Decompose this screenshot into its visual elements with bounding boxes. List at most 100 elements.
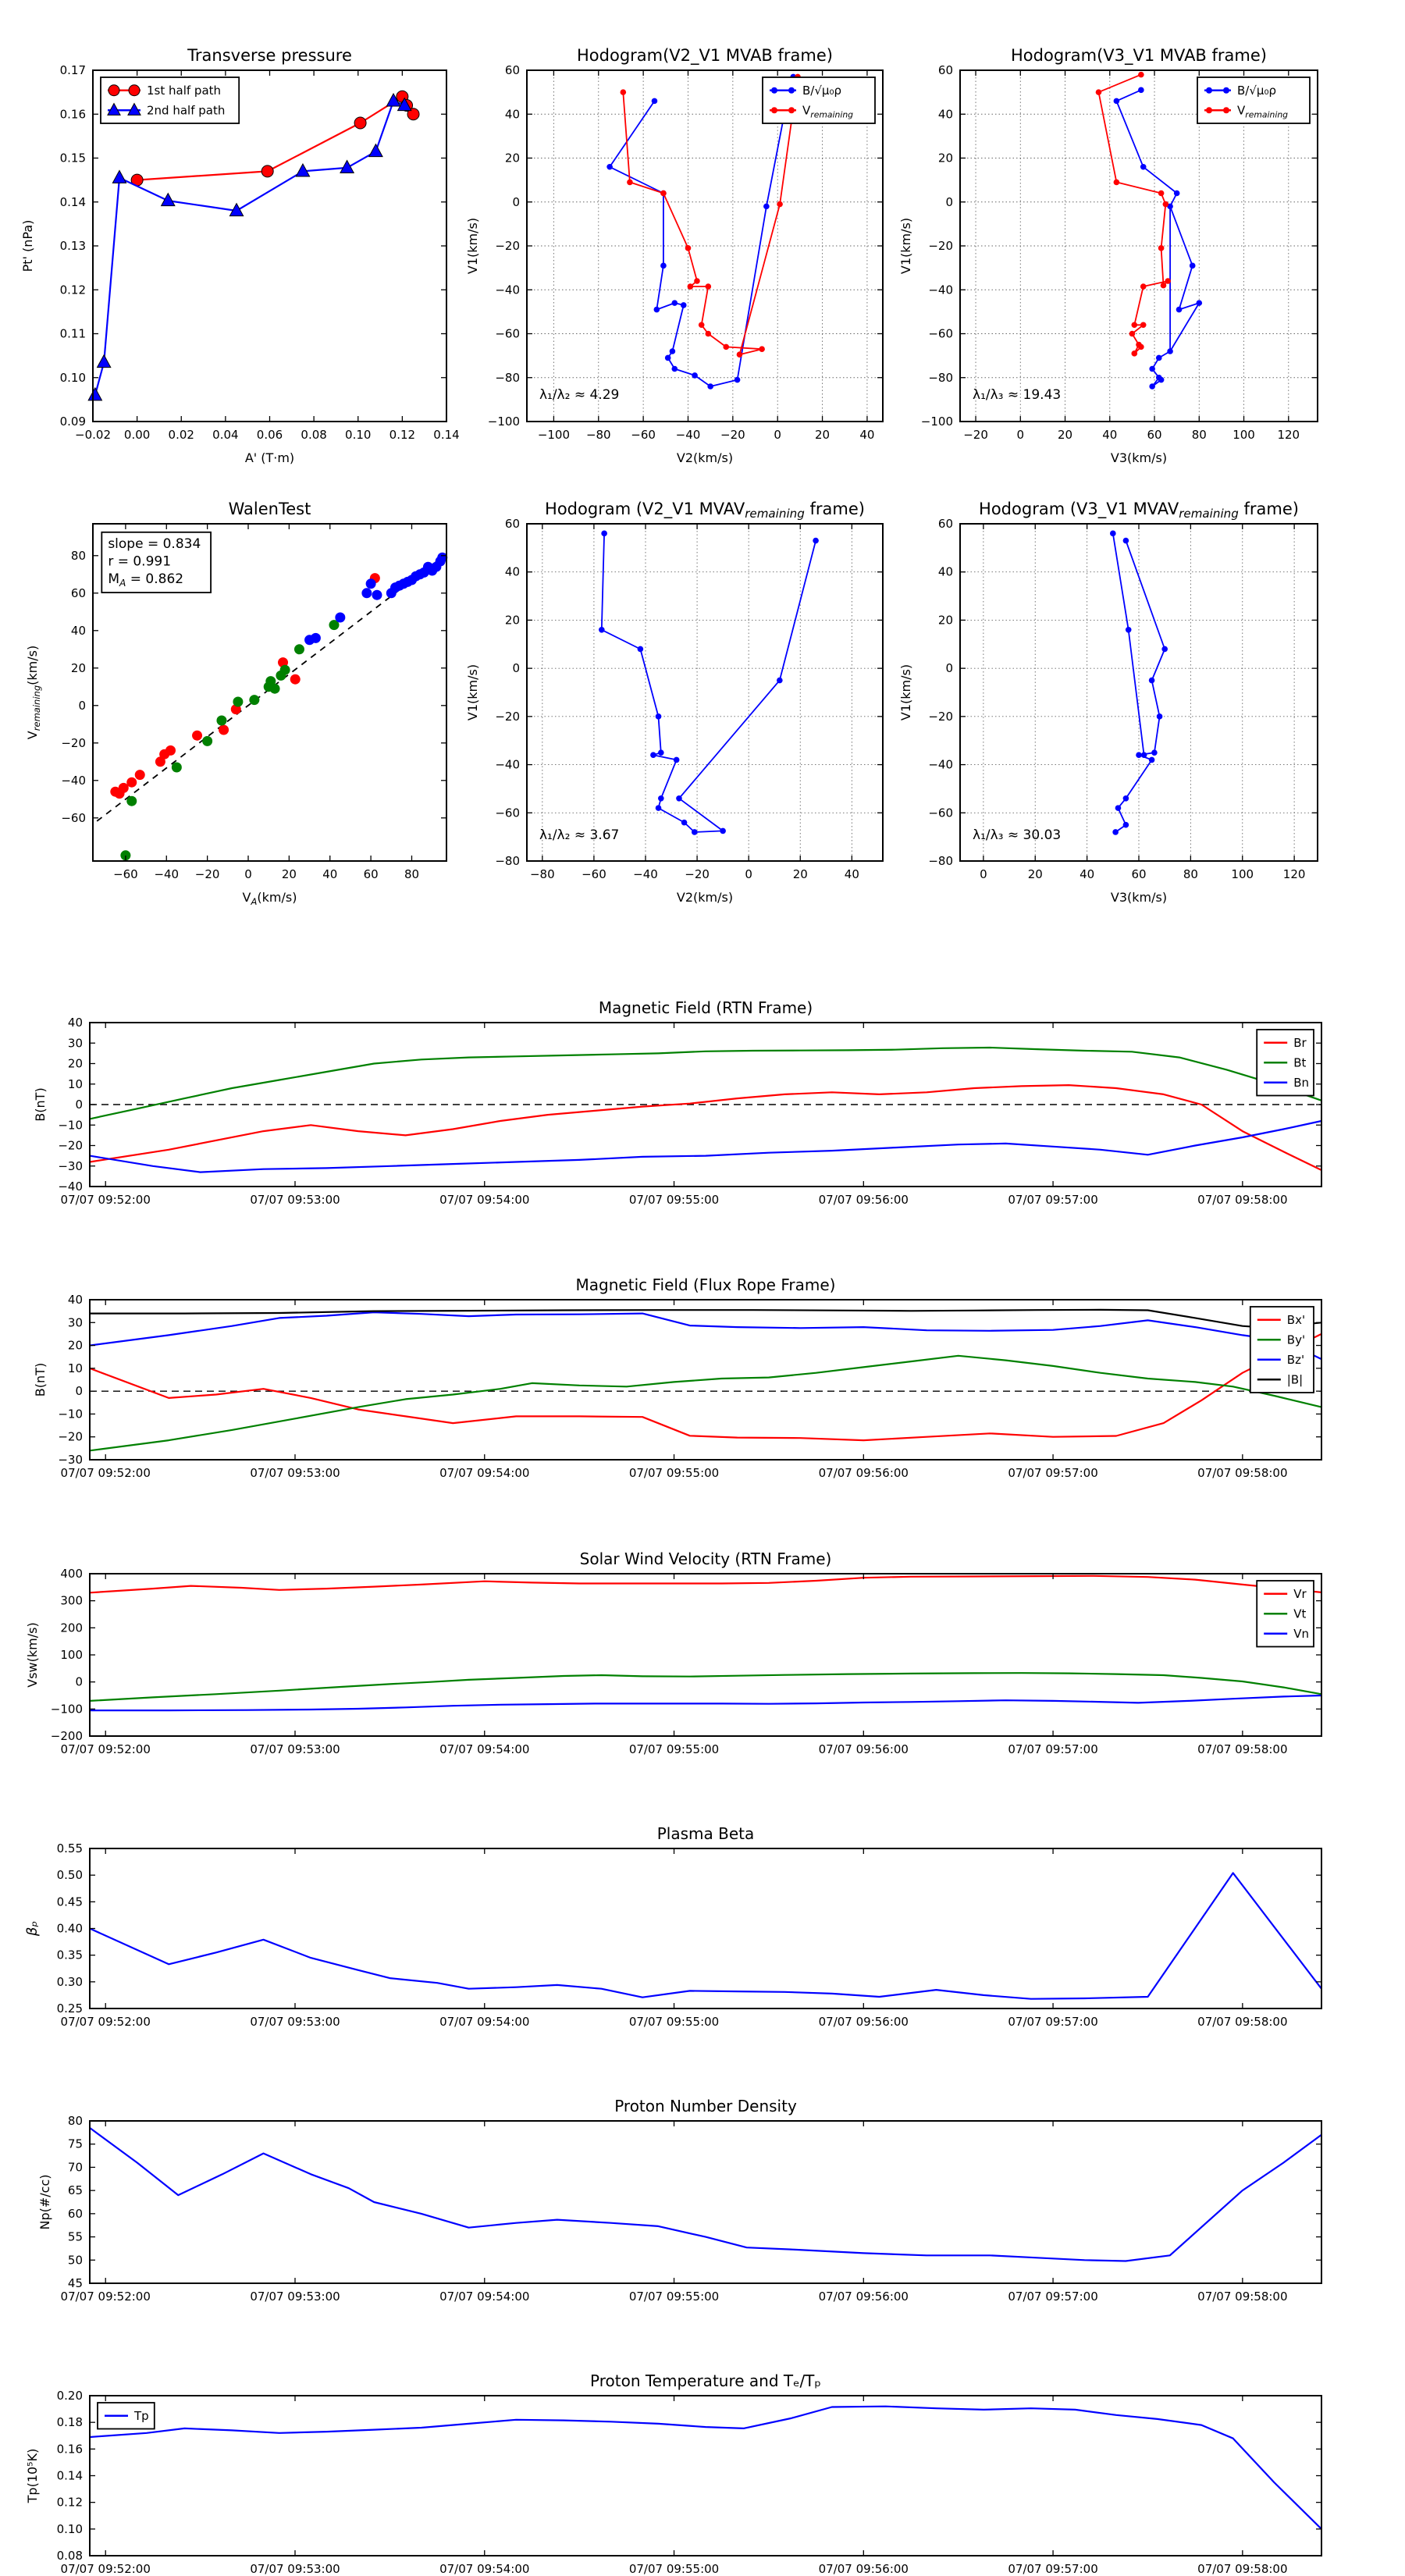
- legend-label: Br: [1293, 1036, 1307, 1050]
- y-tick-label: 0.18: [57, 2415, 83, 2429]
- annotation: λ₁/λ₃ ≈ 19.43: [973, 387, 1061, 403]
- svg-text:slope = 0.834: slope = 0.834: [108, 536, 201, 552]
- y-tick-label: 0.14: [60, 195, 86, 209]
- x-tick-label: 07/07 09:53:00: [250, 1193, 340, 1207]
- x-tick-label: 0: [774, 428, 781, 442]
- y-tick-label: 0: [78, 699, 86, 713]
- svg-text:MA = 0.862: MA = 0.862: [108, 571, 183, 589]
- legend-label: Vr: [1293, 1587, 1307, 1601]
- annotation: λ₁/λ₃ ≈ 30.03: [973, 827, 1061, 843]
- y-tick-label: 30: [68, 1315, 83, 1329]
- series-scatter-red: [110, 573, 380, 799]
- grid: [960, 523, 1318, 862]
- chart-proton-number-density: 07/07 09:52:00 07/07 09:53:00 07/07 09:54:…: [37, 2097, 1322, 2304]
- y-tick-label: 75: [68, 2137, 83, 2151]
- y-tick-label: 0.09: [60, 415, 86, 429]
- y-tick-label: 0.50: [57, 1868, 83, 1882]
- chart-title: Hodogram(V3_V1 MVAB frame): [1011, 46, 1267, 66]
- x-tick-label: 07/07 09:54:00: [439, 2015, 529, 2029]
- y-tick-label: 60: [68, 2207, 83, 2221]
- y-axis-label: Tp(10⁵K): [25, 2449, 40, 2504]
- y-tick-label: 0.12: [60, 283, 86, 297]
- chart-hodogram-v2v1-mvav: −80 −60 −40 −20 0 20 40 −80 −60 −40 −20 0 20 40 60 Hodo…: [465, 500, 884, 905]
- y-tick-label: 10: [68, 1361, 83, 1375]
- y-tick-label: 40: [938, 107, 953, 121]
- x-tick-label: 07/07 09:55:00: [629, 1742, 719, 1756]
- y-tick-label: 0: [512, 661, 520, 675]
- y-tick-label: 0.35: [57, 1948, 83, 1962]
- svg-text:λ₁/λ₂ ≈ 3.67: λ₁/λ₂ ≈ 3.67: [539, 827, 619, 843]
- x-tick-label: −20: [685, 867, 710, 881]
- x-tick-label: 60: [1131, 867, 1146, 881]
- series-V-hodogram: [599, 530, 819, 835]
- x-axis-label: V2(km/s): [677, 890, 733, 905]
- x-tick-label: 0: [745, 867, 752, 881]
- y-tick-label: −80: [928, 371, 953, 385]
- x-tick-label: −80: [530, 867, 555, 881]
- y-axis-label: V1(km/s): [898, 664, 913, 720]
- y-tick-label: −60: [928, 806, 953, 820]
- x-tick-label: −0.02: [75, 428, 111, 442]
- y-tick-label: −200: [51, 1729, 83, 1743]
- x-tick-label: 07/07 09:57:00: [1008, 2290, 1097, 2304]
- series-scatter-green: [120, 620, 340, 861]
- series-By-prime: [89, 1354, 1322, 1452]
- chart-title: Transverse pressure: [187, 46, 352, 65]
- legend-label: B/√μ₀ρ: [802, 84, 841, 98]
- legend-label: Bz': [1287, 1353, 1304, 1367]
- y-axis-label: B(nT): [33, 1363, 48, 1397]
- chart-title: WalenTest: [229, 500, 311, 518]
- y-axis-label: V1(km/s): [465, 664, 480, 720]
- x-tick-label: 0: [980, 867, 987, 881]
- series-Vt: [89, 1672, 1322, 1702]
- x-tick-label: 80: [1183, 867, 1198, 881]
- x-tick-label: 07/07 09:57:00: [1008, 1742, 1097, 1756]
- legend: Tp: [97, 2402, 155, 2430]
- y-tick-label: 0.30: [57, 1975, 83, 1989]
- x-axis-label: VA(km/s): [243, 890, 297, 907]
- x-tick-label: 0.14: [433, 428, 459, 442]
- x-tick-label: −20: [720, 428, 745, 442]
- x-tick-label: 07/07 09:52:00: [61, 2015, 151, 2029]
- legend-label: 2nd half path: [147, 103, 225, 117]
- legend-label: |B|: [1287, 1372, 1303, 1386]
- x-tick-label: 40: [1102, 428, 1117, 442]
- x-tick-label: 07/07 09:53:00: [250, 2015, 340, 2029]
- x-tick-label: 40: [845, 867, 859, 881]
- x-tick-label: 07/07 09:57:00: [1008, 2562, 1097, 2576]
- x-tick-label: −40: [154, 867, 179, 881]
- y-tick-label: 40: [68, 1293, 83, 1307]
- y-tick-label: 60: [71, 586, 86, 600]
- y-tick-label: 20: [505, 151, 520, 165]
- y-tick-label: 0.17: [60, 63, 86, 77]
- legend: B/√μ₀ρ Vremaining: [762, 76, 876, 124]
- legend-label: Vt: [1293, 1606, 1306, 1621]
- y-tick-label: 0.45: [57, 1895, 83, 1909]
- x-tick-label: −20: [195, 867, 220, 881]
- chart-walen-test: −60 −40 −20 0 20 40 60 80 −60 −40 −20 0 20 40 60 80 Wale…: [25, 500, 448, 907]
- x-tick-label: 07/07 09:55:00: [629, 2562, 719, 2576]
- chart-title: Proton Temperature and Tₑ/Tₚ: [590, 2371, 821, 2390]
- annotation: λ₁/λ₂ ≈ 3.67: [539, 827, 619, 843]
- y-tick-label: −10: [58, 1407, 83, 1421]
- x-tick-label: 07/07 09:56:00: [819, 2562, 909, 2576]
- x-tick-label: 120: [1283, 867, 1306, 881]
- x-tick-label: 07/07 09:54:00: [439, 1466, 529, 1480]
- chart-transverse-pressure: −0.02 0.00 0.02 0.04 0.06 0.08 0.10 0.12 0.14 0.0…: [20, 46, 460, 465]
- y-tick-label: −100: [488, 415, 520, 429]
- x-tick-label: 07/07 09:56:00: [819, 1466, 909, 1480]
- legend-label: Bx': [1287, 1313, 1305, 1327]
- x-tick-label: 07/07 09:55:00: [629, 2290, 719, 2304]
- y-tick-label: −40: [61, 774, 86, 788]
- y-tick-label: 20: [71, 661, 86, 675]
- y-tick-label: 40: [71, 624, 86, 638]
- x-tick-label: 07/07 09:54:00: [439, 1742, 529, 1756]
- x-tick-label: 07/07 09:57:00: [1008, 1193, 1097, 1207]
- y-tick-label: 0: [512, 195, 520, 209]
- y-tick-label: 40: [505, 107, 520, 121]
- x-tick-label: 07/07 09:52:00: [61, 2290, 151, 2304]
- axes-frame: [89, 2395, 1322, 2556]
- x-tick-label: 07/07 09:58:00: [1197, 2015, 1287, 2029]
- series-Vr: [89, 1574, 1322, 1594]
- y-tick-label: 0.16: [60, 107, 86, 121]
